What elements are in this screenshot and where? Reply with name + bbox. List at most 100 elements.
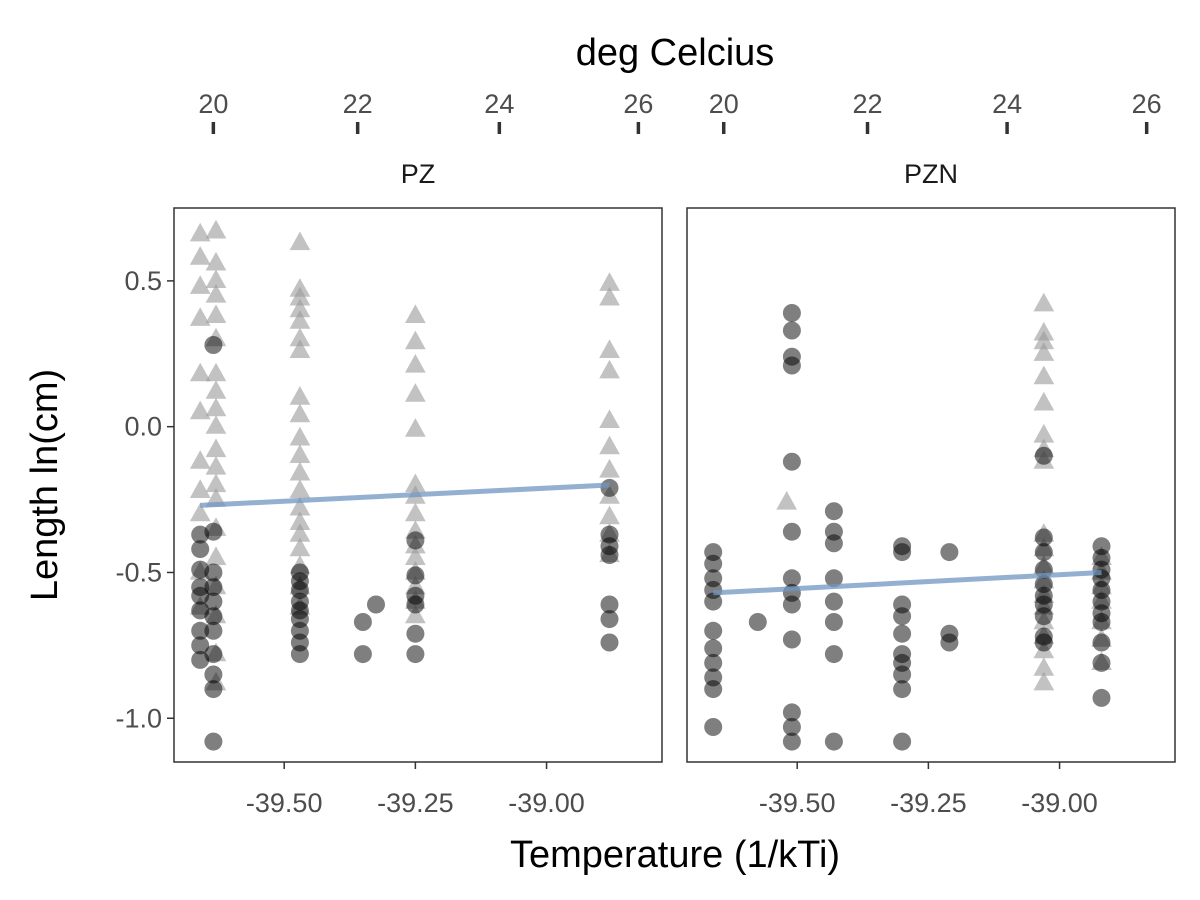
circle-point xyxy=(367,595,385,614)
circle-point xyxy=(406,624,425,643)
circle-point xyxy=(893,543,912,562)
circle-point xyxy=(782,522,801,541)
triangle-point xyxy=(189,307,211,326)
triangle-point xyxy=(289,231,311,251)
triangle-point xyxy=(205,219,227,239)
fit-line xyxy=(713,569,1102,596)
triangle-point xyxy=(289,479,311,498)
circle-point xyxy=(704,592,723,611)
top-tick-label: 22 xyxy=(852,89,882,119)
triangle-point xyxy=(289,403,311,423)
circle-point xyxy=(704,653,723,672)
triangle-point xyxy=(1033,292,1055,312)
triangle-point xyxy=(189,246,211,265)
triangle-point xyxy=(1033,657,1055,676)
panel-background xyxy=(687,208,1175,762)
circle-point xyxy=(600,633,619,652)
circle-point xyxy=(191,636,210,655)
circle-point xyxy=(893,624,912,643)
circle-point xyxy=(893,607,912,626)
triangle-point xyxy=(189,400,211,420)
top-tick-label: 24 xyxy=(484,89,514,119)
top-tick-label: 26 xyxy=(623,89,653,119)
triangle-point xyxy=(289,286,311,306)
circle-point xyxy=(1092,633,1111,652)
triangle-point xyxy=(205,438,227,458)
triangle-point xyxy=(289,298,311,318)
triangle-point xyxy=(289,537,311,557)
triangle-point xyxy=(205,251,227,271)
triangle-point xyxy=(189,275,211,294)
top-tick-label: 24 xyxy=(992,89,1022,119)
triangle-point xyxy=(405,354,426,373)
circle-point xyxy=(600,610,619,629)
panels-layer: PZ -39.50 -39.25 -39.00 20 22 24 26 -1.0 -0.5 0.0 0… xyxy=(115,89,1176,818)
triangle-point xyxy=(289,426,311,446)
circle-point xyxy=(406,645,425,664)
circle-point xyxy=(204,563,223,582)
y-tick-label: 0.0 xyxy=(124,412,162,442)
circle-point xyxy=(782,321,801,340)
circle-point xyxy=(600,595,619,614)
circle-point xyxy=(782,732,801,751)
x-tick-label: -39.25 xyxy=(890,788,967,818)
triangle-point xyxy=(1033,330,1055,350)
circle-point xyxy=(204,665,223,684)
triangle-point xyxy=(405,383,426,402)
circle-point xyxy=(893,732,912,751)
triangle-point xyxy=(1033,365,1055,385)
circle-point xyxy=(824,613,843,631)
triangle-point xyxy=(289,461,311,481)
circle-point xyxy=(782,304,801,322)
circle-point xyxy=(704,680,723,699)
top-tick-label: 20 xyxy=(198,89,228,119)
triangle-point xyxy=(1033,671,1055,691)
triangle-point xyxy=(189,362,211,382)
top-tick-label: 20 xyxy=(709,89,739,119)
circle-point xyxy=(600,478,619,497)
triangle-point xyxy=(205,304,227,323)
circle-point xyxy=(353,645,372,664)
y-axis-title: Length ln(cm) xyxy=(24,369,66,601)
circle-points xyxy=(704,304,1111,751)
circle-point xyxy=(824,502,843,521)
circle-point xyxy=(1034,607,1053,626)
circle-point xyxy=(204,522,223,541)
triangle-point xyxy=(405,330,426,350)
circle-point xyxy=(1092,653,1111,672)
circle-point xyxy=(204,621,223,640)
triangle-point xyxy=(189,502,211,522)
top-tick-label: 22 xyxy=(343,89,373,119)
panel-pz: PZ -39.50 -39.25 -39.00 20 22 24 26 -1.0 -0.5 0.0 0… xyxy=(115,89,663,818)
triangle-point xyxy=(189,450,211,469)
triangle-point xyxy=(1033,391,1055,411)
circle-point xyxy=(782,569,801,588)
strip-label: PZ xyxy=(401,159,436,189)
circle-point xyxy=(748,613,767,631)
circle-point xyxy=(204,592,223,611)
triangle-point xyxy=(599,409,620,428)
circle-point xyxy=(191,540,210,559)
circle-point xyxy=(406,566,425,585)
triangle-point xyxy=(205,284,227,303)
y-tick-label: -0.5 xyxy=(115,557,162,587)
panel-pzn: PZN -39.50 -39.25 -39.00 20 22 24 26 xyxy=(686,89,1176,818)
y-tick-label: -1.0 xyxy=(115,703,162,733)
triangle-point xyxy=(405,502,426,522)
top-axis-title: deg Celcius xyxy=(576,32,775,74)
triangle-point xyxy=(205,380,227,399)
triangle-point xyxy=(205,362,227,382)
circle-point xyxy=(204,732,223,751)
triangle-point xyxy=(405,304,426,323)
triangle-point xyxy=(289,444,311,463)
circle-point xyxy=(1092,613,1111,631)
circle-point xyxy=(204,336,223,354)
x-tick-label: -39.00 xyxy=(508,788,585,818)
circle-point xyxy=(893,680,912,699)
triangle-point xyxy=(1033,423,1055,443)
triangle-point xyxy=(189,222,211,242)
circle-point xyxy=(824,569,843,588)
circle-point xyxy=(1034,543,1053,562)
circle-point xyxy=(1034,446,1053,465)
triangle-point xyxy=(599,505,620,525)
